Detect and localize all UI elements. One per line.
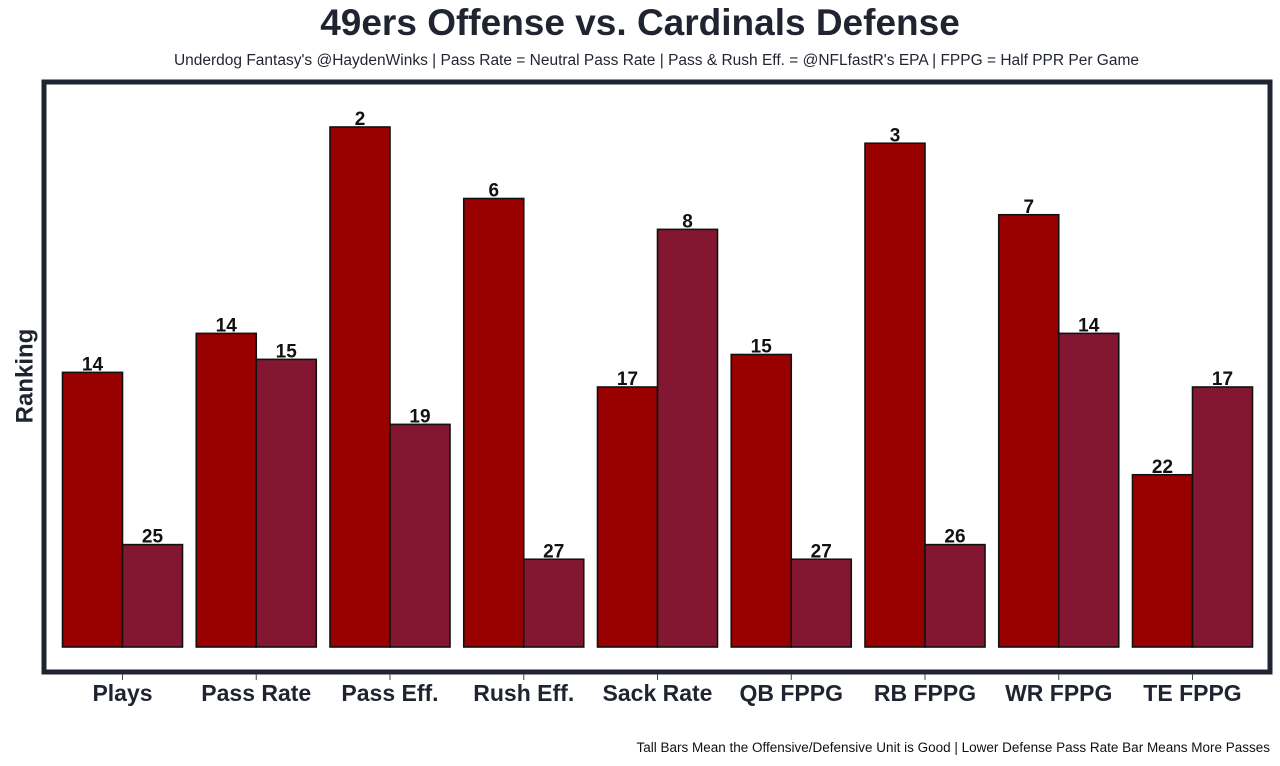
defense-bar-te-fppg [1191,386,1254,648]
x-tick-label: RB FPPG [874,680,976,706]
offense-bar-rush-eff [462,197,525,648]
data-label: 8 [682,211,693,232]
data-label: 25 [142,527,164,548]
chart-subtitle: Underdog Fantasy's @HaydenWinks | Pass R… [173,52,1140,69]
offense-bar-qb-fppg [730,353,793,648]
data-label: 17 [1212,369,1233,390]
defense-bar-pass-rate [255,358,318,648]
x-tick-label: Rush Eff. [473,680,574,706]
data-label: 14 [216,315,238,336]
defense-bar-qb-fppg [790,558,853,648]
chart-title: 49ers Offense vs. Cardinals Defense [320,2,960,43]
x-tick-label: Sack Rate [603,680,713,706]
data-label: 6 [488,181,499,202]
x-tick-label: Plays [92,680,152,706]
data-label: 14 [82,354,104,375]
offense-bar-pass-rate [195,332,258,648]
data-label: 14 [1078,315,1100,336]
defense-bar-wr-fppg [1057,332,1120,648]
defense-bar-pass-eff [389,423,451,648]
offense-bar-sack-rate [596,386,659,648]
x-tick-label: TE FPPG [1143,680,1241,706]
defense-bar-plays [121,543,184,648]
chart-caption: Tall Bars Mean the Offensive/Defensive U… [636,740,1270,755]
x-tick-label: QB FPPG [739,680,843,706]
data-label: 27 [543,541,564,562]
x-tick-label: Pass Rate [201,680,311,706]
data-label: 22 [1152,457,1173,478]
offense-bar-pass-eff [329,126,391,648]
offense-bar-wr-fppg [997,213,1060,648]
data-label: 15 [751,337,773,358]
defense-bar-rb-fppg [924,543,986,648]
x-tick-label: Pass Eff. [341,680,438,706]
data-label: 2 [355,109,366,130]
data-label: 15 [276,341,298,362]
offense-bar-plays [61,371,124,648]
data-label: 17 [617,369,638,390]
offense-bar-te-fppg [1131,473,1194,648]
data-label: 27 [811,541,832,562]
defense-bar-rush-eff [522,558,585,648]
data-label: 7 [1023,197,1034,218]
data-label: 19 [409,406,430,427]
data-label: 3 [890,125,901,146]
x-tick-label: WR FPPG [1005,680,1112,706]
data-label: 26 [944,527,965,548]
defense-bar-sack-rate [656,228,719,648]
plot-frame [41,79,1273,675]
offense-bar-rb-fppg [864,142,926,648]
